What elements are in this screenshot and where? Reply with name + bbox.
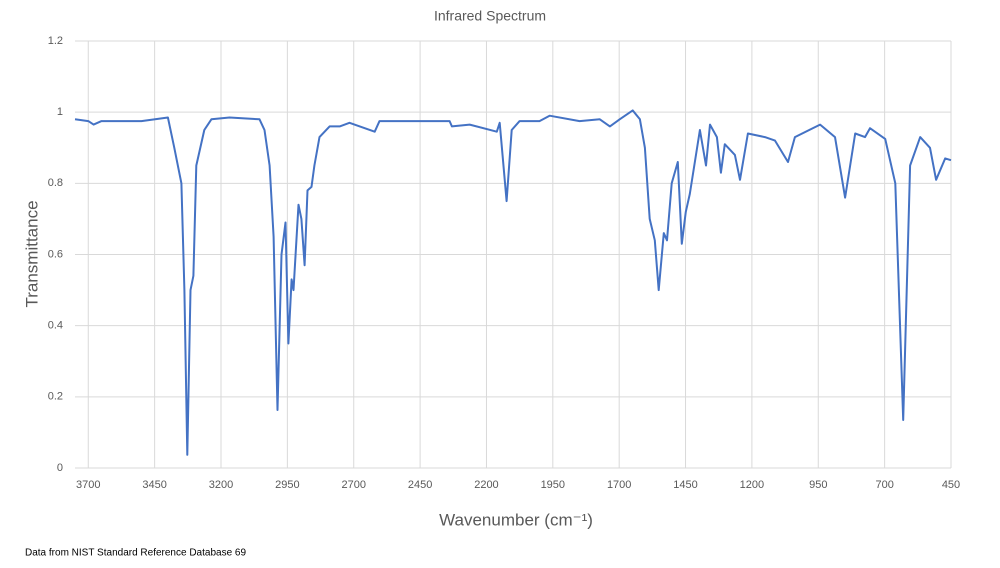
x-tick-label: 2950 <box>275 479 299 491</box>
x-tick-label: 3450 <box>142 479 166 491</box>
x-tick-label: 1950 <box>541 479 565 491</box>
x-tick-label: 950 <box>809 479 827 491</box>
x-tick-label: 2200 <box>474 479 498 491</box>
x-tick-label: 2450 <box>408 479 432 491</box>
x-tick-label: 3700 <box>76 479 100 491</box>
y-tick-label: 0.2 <box>48 391 63 403</box>
y-tick-label: 0.6 <box>48 248 63 260</box>
x-tick-label: 700 <box>875 479 893 491</box>
chart-title: Infrared Spectrum <box>434 8 546 24</box>
y-tick-label: 1.2 <box>48 35 63 47</box>
x-tick-label: 1200 <box>740 479 764 491</box>
x-axis-label: Wavenumber (cm⁻¹) <box>439 510 593 529</box>
y-tick-label: 0.8 <box>48 177 63 189</box>
x-tick-label: 2700 <box>341 479 365 491</box>
y-tick-label: 1 <box>57 106 63 118</box>
y-tick-label: 0.4 <box>48 320 63 332</box>
spectrum-line <box>74 109 952 456</box>
x-tick-label: 1700 <box>607 479 631 491</box>
y-tick-label: 0 <box>57 462 63 474</box>
x-tick-label: 1450 <box>673 479 697 491</box>
y-axis-label: Transmittance <box>22 200 41 307</box>
x-tick-label: 450 <box>942 479 960 491</box>
source-note: Data from NIST Standard Reference Databa… <box>25 548 246 559</box>
x-tick-label: 3200 <box>209 479 233 491</box>
